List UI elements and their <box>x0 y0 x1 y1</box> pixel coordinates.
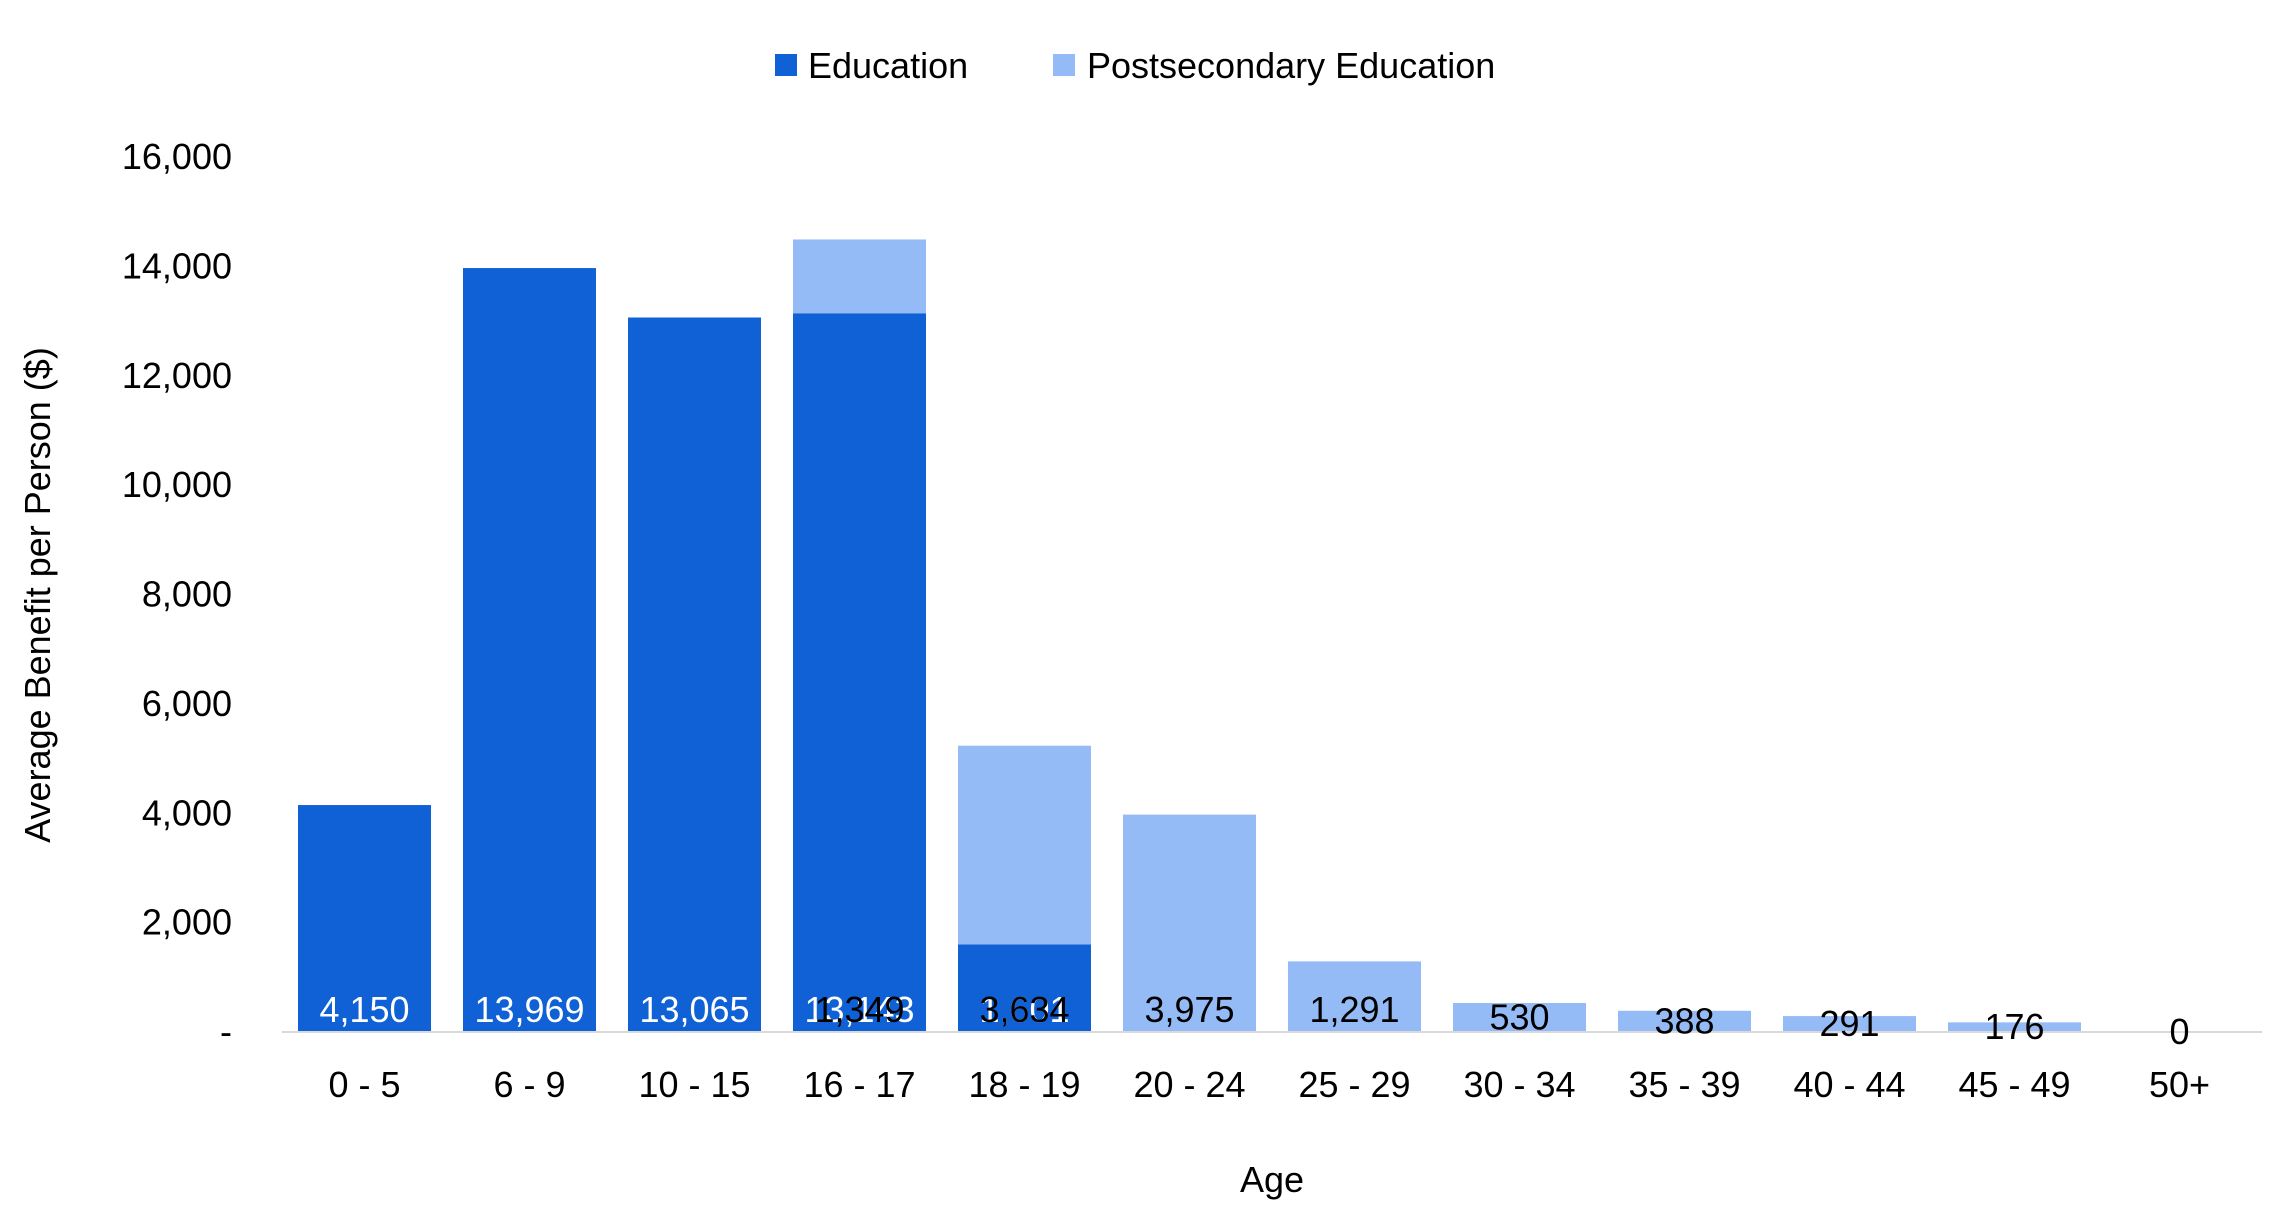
x-tick-label: 20 - 24 <box>1133 1064 1245 1105</box>
x-tick-label: 18 - 19 <box>968 1064 1080 1105</box>
x-tick-label: 25 - 29 <box>1298 1064 1410 1105</box>
data-label-postsecondary-education: 3,975 <box>1144 989 1234 1030</box>
data-label-postsecondary-education: 388 <box>1654 1000 1714 1041</box>
legend-swatch-education <box>775 54 797 76</box>
bar-postsecondary-education <box>1783 1016 1916 1032</box>
x-tick-label: 0 - 5 <box>328 1064 400 1105</box>
data-label-education: 13,065 <box>639 989 749 1030</box>
bar-postsecondary-education <box>793 239 926 314</box>
data-label-postsecondary-education: 1,349 <box>814 989 904 1030</box>
y-tick-label: 2,000 <box>142 902 232 943</box>
data-label-postsecondary-education: 3,634 <box>979 989 1069 1030</box>
bar-postsecondary-education <box>1618 1010 1751 1032</box>
y-axis-title: Average Benefit per Person ($) <box>17 347 58 843</box>
y-tick-label: - <box>220 1011 232 1052</box>
x-tick-label: 10 - 15 <box>638 1064 750 1105</box>
x-tick-label: 45 - 49 <box>1958 1064 2070 1105</box>
y-axis: - 2,000 4,000 6,000 8,000 10,000 12,000 14,000 1… <box>122 136 232 1052</box>
data-label-education: 4,150 <box>319 989 409 1030</box>
data-label-education: 13,969 <box>474 989 584 1030</box>
bar-education <box>793 313 926 1032</box>
y-tick-label: 12,000 <box>122 355 232 396</box>
bar-education <box>628 317 761 1032</box>
bar-postsecondary-education <box>1453 1003 1586 1032</box>
data-label-postsecondary-education: 530 <box>1489 997 1549 1038</box>
bar-postsecondary-education <box>1288 961 1421 1032</box>
data-label-education: 1,601 <box>979 989 1069 1030</box>
x-tick-label: 6 - 9 <box>493 1064 565 1105</box>
data-label-postsecondary-education: 291 <box>1819 1003 1879 1044</box>
legend-swatch-postsecondary <box>1053 54 1075 76</box>
x-tick-label: 35 - 39 <box>1628 1064 1740 1105</box>
bar-postsecondary-education <box>1123 814 1256 1032</box>
y-tick-label: 14,000 <box>122 245 232 286</box>
data-label-postsecondary-education: 176 <box>1984 1006 2044 1047</box>
y-tick-label: 10,000 <box>122 464 232 505</box>
y-tick-label: 8,000 <box>142 574 232 615</box>
x-tick-label: 50+ <box>2149 1064 2210 1105</box>
bars <box>298 239 2081 1032</box>
y-tick-label: 16,000 <box>122 136 232 177</box>
legend: Education Postsecondary Education <box>775 45 1495 86</box>
y-tick-label: 6,000 <box>142 683 232 724</box>
x-axis-title: Age <box>1240 1159 1304 1200</box>
data-label-education: 13,143 <box>804 989 914 1030</box>
data-label-postsecondary-education: 0 <box>2169 1011 2189 1052</box>
x-tick-label: 16 - 17 <box>803 1064 915 1105</box>
bar-education <box>463 268 596 1032</box>
x-tick-label: 30 - 34 <box>1463 1064 1575 1105</box>
x-axis: 0 - 5 6 - 9 10 - 15 16 - 17 18 - 19 20 - 24 25… <box>328 1064 2210 1105</box>
data-label-postsecondary-education: 1,291 <box>1309 989 1399 1030</box>
y-tick-label: 4,000 <box>142 792 232 833</box>
legend-label-postsecondary: Postsecondary Education <box>1087 45 1495 86</box>
bar-postsecondary-education <box>1948 1022 2081 1032</box>
legend-label-education: Education <box>808 45 968 86</box>
x-tick-label: 40 - 44 <box>1793 1064 1905 1105</box>
bar-education <box>298 805 431 1032</box>
bar-education <box>958 944 1091 1032</box>
bar-postsecondary-education <box>958 745 1091 945</box>
